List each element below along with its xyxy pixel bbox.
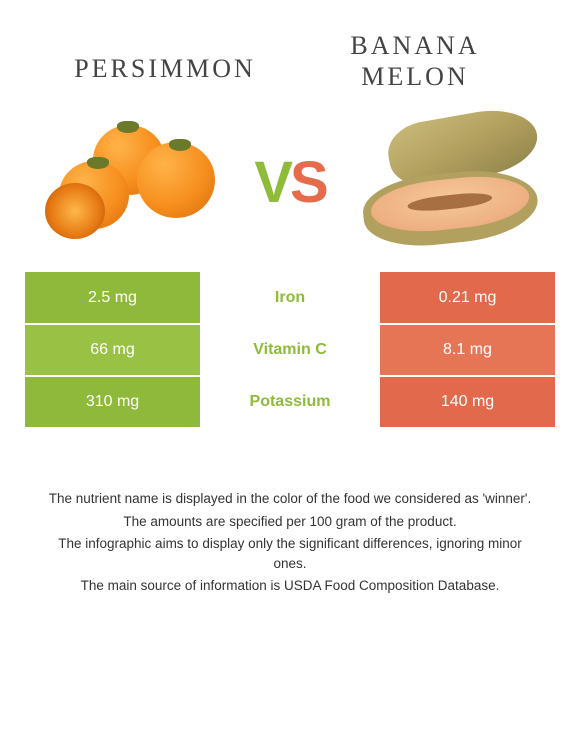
left-food-title: persimmon <box>55 30 275 84</box>
footnote-line: The infographic aims to display only the… <box>40 534 540 575</box>
nutrient-left-value: 310 mg <box>25 376 200 428</box>
nutrient-right-value: 0.21 mg <box>380 272 555 324</box>
footnote-line: The amounts are specified per 100 gram o… <box>40 512 540 532</box>
footnote-line: The nutrient name is displayed in the co… <box>40 489 540 509</box>
nutrient-table: 2.5 mgIron0.21 mg66 mgVitamin C8.1 mg310… <box>25 272 555 429</box>
header: persimmon banana melon <box>0 0 580 97</box>
nutrient-right-value: 140 mg <box>380 376 555 428</box>
images-row: VS <box>0 97 580 272</box>
nutrient-row: 66 mgVitamin C8.1 mg <box>25 324 555 376</box>
vs-v-letter: V <box>254 150 290 215</box>
nutrient-name: Iron <box>200 272 380 324</box>
persimmon-icon <box>45 117 215 247</box>
banana-melon-icon <box>363 115 538 250</box>
nutrient-left-value: 66 mg <box>25 324 200 376</box>
nutrient-right-value: 8.1 mg <box>380 324 555 376</box>
footnote-line: The main source of information is USDA F… <box>40 576 540 596</box>
nutrient-row: 310 mgPotassium140 mg <box>25 376 555 428</box>
banana-melon-image <box>360 112 540 252</box>
right-food-title: banana melon <box>305 30 525 92</box>
nutrient-name: Vitamin C <box>200 324 380 376</box>
nutrient-name: Potassium <box>200 376 380 428</box>
nutrient-row: 2.5 mgIron0.21 mg <box>25 272 555 324</box>
nutrient-left-value: 2.5 mg <box>25 272 200 324</box>
footnotes: The nutrient name is displayed in the co… <box>40 489 540 596</box>
vs-s-letter: S <box>290 150 326 215</box>
persimmon-image <box>40 112 220 252</box>
vs-badge: VS <box>254 149 325 216</box>
